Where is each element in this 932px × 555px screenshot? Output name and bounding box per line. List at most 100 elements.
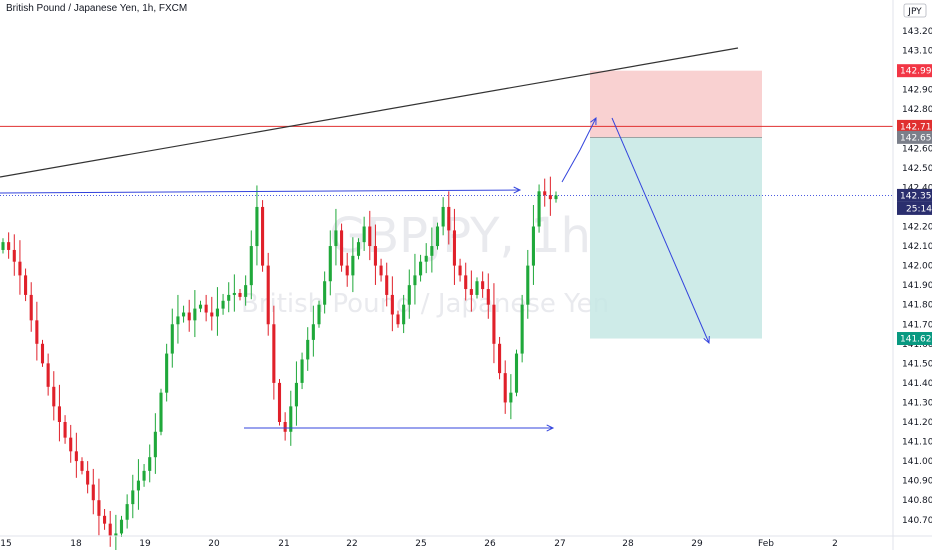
candle-body xyxy=(413,275,417,286)
candle-body xyxy=(373,246,377,266)
candle-body xyxy=(131,490,135,505)
candle-body xyxy=(531,226,535,266)
candle-body xyxy=(520,304,524,354)
arrow-head xyxy=(513,186,522,194)
candle-body xyxy=(97,500,101,516)
time-tick-label: 18 xyxy=(70,539,82,549)
candle-body xyxy=(340,230,344,266)
candle-body xyxy=(402,304,406,325)
candle-body xyxy=(12,249,16,262)
candle-body xyxy=(238,292,242,297)
target-price-tag xyxy=(897,332,932,346)
candle-body xyxy=(63,422,67,438)
price-tick-label: 141.200 xyxy=(902,418,932,428)
candle-body xyxy=(554,195,558,200)
candle-body xyxy=(136,480,140,491)
candle-body xyxy=(193,308,197,321)
candle-body xyxy=(35,320,39,344)
resistance-price-tag-text: 142.712 xyxy=(900,122,932,132)
candle-body xyxy=(289,406,293,432)
candle-body xyxy=(182,312,186,317)
stop-price-tag xyxy=(897,64,932,78)
arrow-head xyxy=(703,335,710,345)
price-tick-label: 141.400 xyxy=(902,379,932,389)
trend-line[interactable] xyxy=(0,47,739,178)
candle-body xyxy=(159,392,163,432)
candle-body xyxy=(452,230,456,266)
entry-price-tag xyxy=(897,130,932,144)
time-tick-label: 27 xyxy=(554,539,565,549)
candle-body xyxy=(379,265,383,276)
candle-body xyxy=(29,294,33,321)
candle-body xyxy=(328,246,332,282)
candle-body xyxy=(91,484,95,501)
entry-price-tag-text: 142.656 xyxy=(900,133,932,143)
time-tick-label: 26 xyxy=(484,539,496,549)
candle-body xyxy=(537,191,541,227)
candle-body xyxy=(215,308,219,317)
price-tick-label: 141.000 xyxy=(902,457,932,467)
countdown-tag xyxy=(897,201,932,215)
price-tick-label: 140.900 xyxy=(902,477,932,487)
price-axis[interactable]: 140.700 140.800 140.900 141.000 141.100 141.2… xyxy=(892,0,932,550)
candle-body xyxy=(447,206,451,231)
symbol-title: British Pound / Japanese Yen, 1h, FXCM xyxy=(6,3,188,14)
candle-body xyxy=(396,314,400,325)
price-tick-label: 142.600 xyxy=(902,144,932,154)
candle-body xyxy=(232,292,236,295)
candle-body xyxy=(435,226,440,247)
candle-body xyxy=(24,275,28,295)
projection-arrow-up[interactable] xyxy=(561,117,597,183)
candle-body xyxy=(210,312,214,317)
time-tick-label: 29 xyxy=(691,539,703,549)
countdown-tag-text: 25:14 xyxy=(906,204,932,214)
price-tick-label: 141.100 xyxy=(902,438,932,448)
candle-body xyxy=(441,206,445,227)
price-tick-label: 141.800 xyxy=(902,301,932,311)
price-tick-label: 140.800 xyxy=(902,496,932,506)
candle-body xyxy=(283,422,287,432)
price-tick-label: 140.700 xyxy=(902,516,932,526)
candle-body xyxy=(46,363,50,387)
candle-body xyxy=(317,304,321,325)
candle-body xyxy=(509,392,513,403)
candle-body xyxy=(469,289,473,295)
current-price-tag xyxy=(897,188,932,202)
projection-arrow-down[interactable] xyxy=(611,117,710,344)
arrow-head xyxy=(590,116,597,126)
time-tick-label: Feb xyxy=(758,539,774,549)
currency-badge[interactable] xyxy=(903,3,927,18)
candle-body xyxy=(74,451,78,462)
candle-body xyxy=(492,304,496,344)
candle-body xyxy=(481,281,485,290)
price-tick-label: 142.100 xyxy=(902,242,932,252)
candle-body xyxy=(464,275,468,290)
candle-body xyxy=(486,289,490,305)
watermark-name: British Pound / Japanese Yen xyxy=(241,289,609,319)
candle-body xyxy=(407,285,411,305)
take-profit-zone[interactable] xyxy=(590,137,762,339)
candle-body xyxy=(1,242,5,250)
candle-body xyxy=(170,324,174,354)
time-tick-label: 19 xyxy=(139,539,151,549)
candle-body xyxy=(255,206,259,247)
candle-body xyxy=(244,285,248,297)
watermark-ticker: GBPJPY, 1h xyxy=(329,208,591,264)
candle-body xyxy=(204,304,208,313)
support-arrow-line-upper[interactable] xyxy=(0,189,521,194)
price-tick-label: 142.000 xyxy=(902,262,932,272)
candle-body xyxy=(249,246,253,286)
candle-body xyxy=(266,265,270,325)
currency-label: JPY xyxy=(907,7,922,17)
candle-body xyxy=(57,406,61,422)
time-axis[interactable]: 15 18 19 20 21 22 25 26 27 28 29 Feb 2 xyxy=(0,535,932,549)
time-tick-label: 21 xyxy=(278,539,289,549)
candle-body xyxy=(334,230,338,247)
price-tick-label: 141.900 xyxy=(902,281,932,291)
candle-body xyxy=(52,386,56,407)
candle-body xyxy=(165,353,169,393)
time-tick-label: 20 xyxy=(208,539,220,549)
candle-body xyxy=(227,294,231,301)
